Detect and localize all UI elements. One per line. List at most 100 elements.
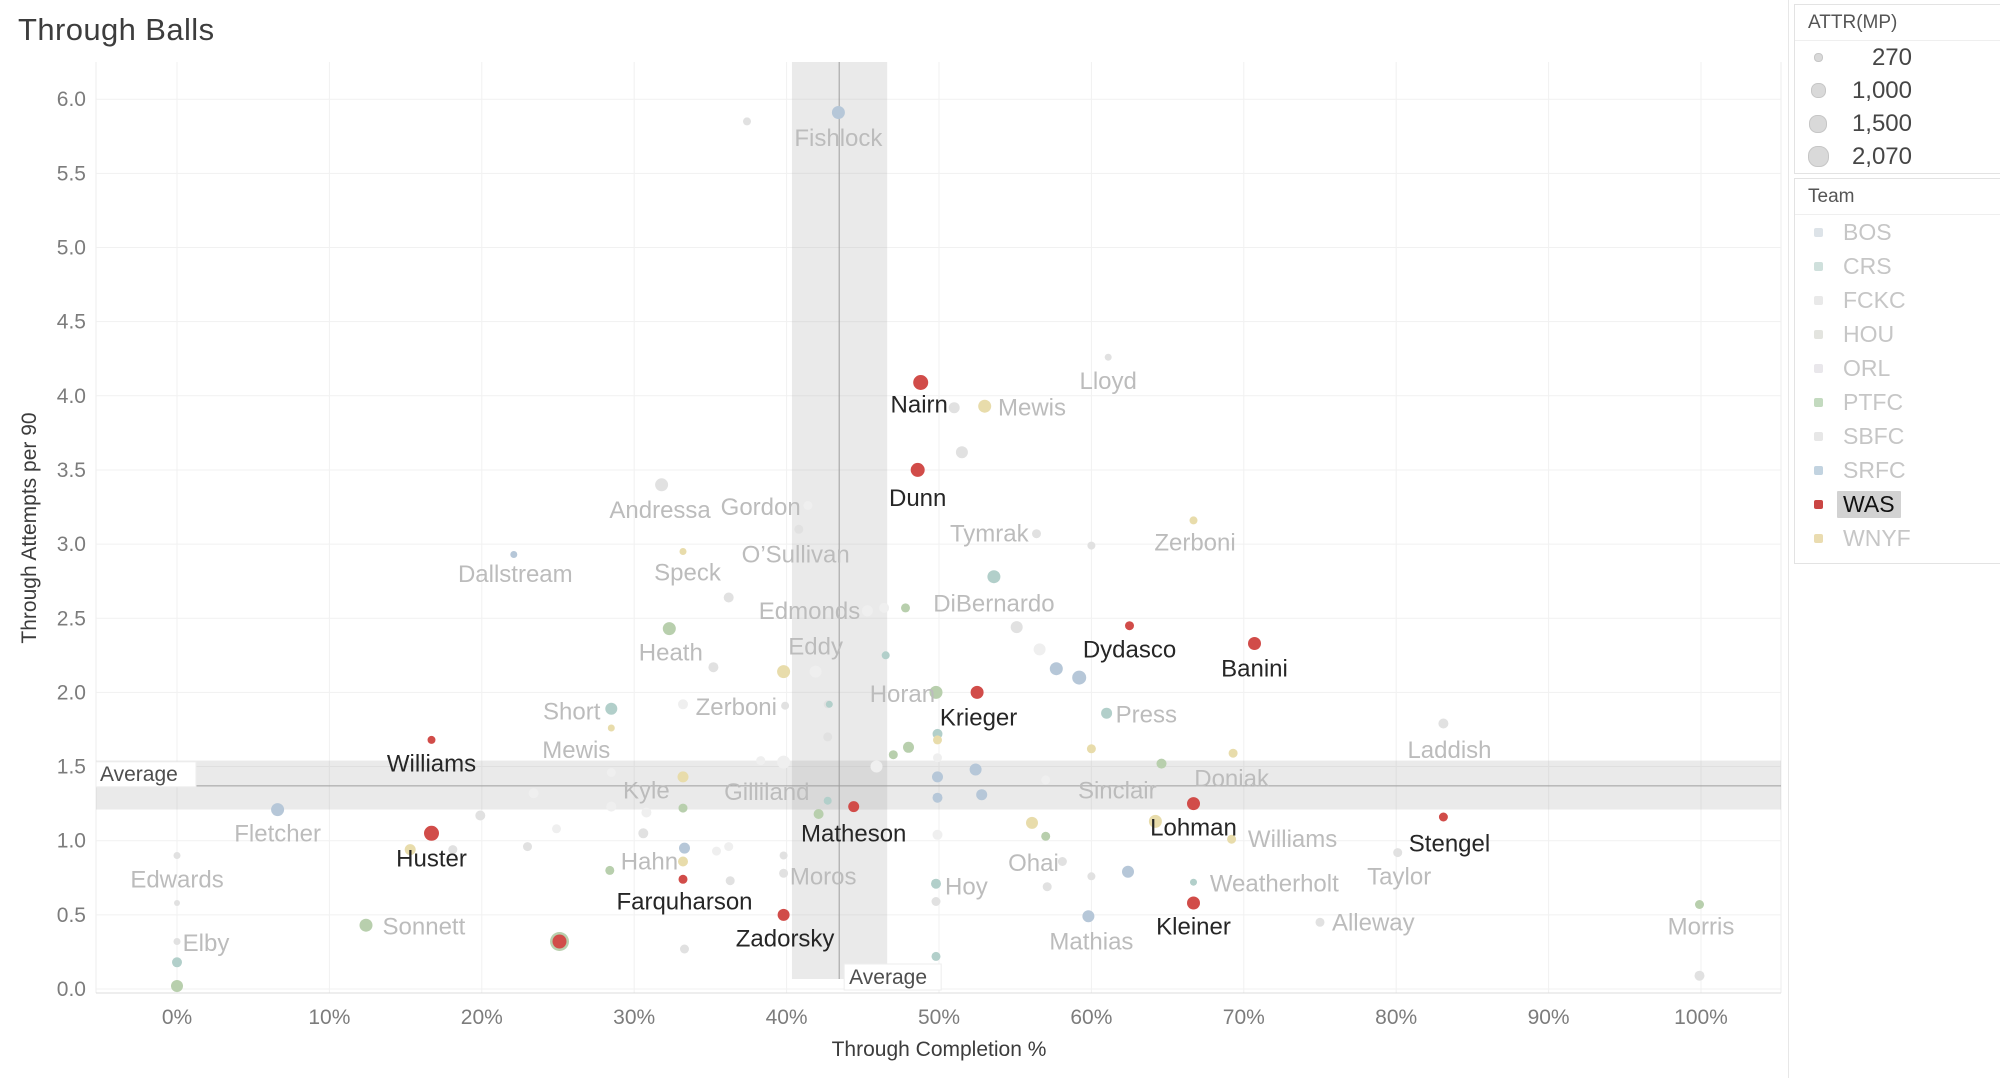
data-point[interactable] <box>723 592 734 603</box>
data-point[interactable] <box>756 756 766 766</box>
data-point[interactable] <box>913 375 929 390</box>
data-point[interactable] <box>777 908 790 921</box>
data-point[interactable] <box>823 732 833 742</box>
data-point[interactable] <box>888 750 898 760</box>
data-point[interactable] <box>969 763 982 776</box>
data-point[interactable] <box>803 501 813 510</box>
data-point[interactable] <box>932 771 943 783</box>
data-point[interactable] <box>1082 910 1095 923</box>
data-point[interactable] <box>976 789 988 801</box>
data-point[interactable] <box>607 724 615 732</box>
data-point[interactable] <box>606 768 616 777</box>
data-point[interactable] <box>779 851 788 860</box>
data-point[interactable] <box>605 702 618 715</box>
data-point[interactable] <box>605 865 615 875</box>
data-point[interactable] <box>1189 516 1198 525</box>
data-point[interactable] <box>404 844 416 856</box>
data-point[interactable] <box>1026 816 1038 829</box>
data-point[interactable] <box>475 810 486 821</box>
data-point[interactable] <box>552 934 567 949</box>
data-point[interactable] <box>173 852 181 859</box>
data-point[interactable] <box>1057 857 1067 866</box>
data-point[interactable] <box>662 622 676 636</box>
data-point[interactable] <box>173 938 181 945</box>
data-point[interactable] <box>955 446 968 459</box>
data-point[interactable] <box>861 605 873 617</box>
data-point[interactable] <box>712 846 721 856</box>
data-point[interactable] <box>1032 529 1041 539</box>
data-point[interactable] <box>725 876 735 886</box>
data-point[interactable] <box>903 741 914 753</box>
data-point[interactable] <box>271 803 285 817</box>
data-point[interactable] <box>970 685 984 699</box>
data-point[interactable] <box>933 735 942 745</box>
data-point[interactable] <box>777 665 791 679</box>
data-point[interactable] <box>427 735 436 744</box>
data-point[interactable] <box>932 792 943 803</box>
data-point[interactable] <box>910 462 925 477</box>
data-point[interactable] <box>1072 670 1087 685</box>
data-point[interactable] <box>1393 848 1403 858</box>
data-point[interactable] <box>678 803 688 813</box>
data-point[interactable] <box>1041 775 1051 785</box>
data-point[interactable] <box>1228 748 1238 758</box>
data-point[interactable] <box>794 524 804 534</box>
data-point[interactable] <box>1438 718 1449 729</box>
data-point[interactable] <box>823 796 832 805</box>
data-point[interactable] <box>978 399 992 413</box>
data-point[interactable] <box>931 951 941 961</box>
team-legend-item-srfc[interactable]: SRFC <box>1795 453 2000 487</box>
size-legend-item[interactable]: 2,070 <box>1795 140 2000 173</box>
data-point[interactable] <box>1041 831 1051 841</box>
data-point[interactable] <box>1049 662 1063 676</box>
data-point[interactable] <box>606 801 617 812</box>
data-point[interactable] <box>931 897 941 906</box>
data-point[interactable] <box>1148 814 1162 828</box>
data-point[interactable] <box>825 700 833 708</box>
data-point[interactable] <box>781 701 790 710</box>
data-point[interactable] <box>552 824 561 834</box>
data-point[interactable] <box>831 106 845 119</box>
data-point[interactable] <box>813 809 824 819</box>
data-point[interactable] <box>1694 970 1705 981</box>
data-point[interactable] <box>174 900 180 906</box>
data-point[interactable] <box>901 603 910 613</box>
team-legend-item-wnyf[interactable]: WNYF <box>1795 521 2000 555</box>
data-point[interactable] <box>359 918 373 932</box>
data-point[interactable] <box>680 944 689 954</box>
size-legend-item[interactable]: 270 <box>1795 41 2000 74</box>
size-legend-item[interactable]: 1,500 <box>1795 107 2000 140</box>
team-legend-item-fckc[interactable]: FCKC <box>1795 283 2000 317</box>
data-point[interactable] <box>655 478 669 492</box>
data-point[interactable] <box>678 874 688 884</box>
team-legend-item-hou[interactable]: HOU <box>1795 317 2000 351</box>
data-point[interactable] <box>1122 865 1134 878</box>
data-point[interactable] <box>424 825 439 841</box>
data-point[interactable] <box>1010 621 1023 634</box>
team-legend-item-sbfc[interactable]: SBFC <box>1795 419 2000 453</box>
data-point[interactable] <box>677 771 689 783</box>
data-point[interactable] <box>777 755 791 769</box>
data-point[interactable] <box>948 402 960 414</box>
data-point[interactable] <box>1086 744 1096 754</box>
data-point[interactable] <box>848 801 860 813</box>
data-point[interactable] <box>523 842 532 852</box>
data-point[interactable] <box>1033 643 1046 656</box>
data-point[interactable] <box>641 807 652 818</box>
data-point[interactable] <box>448 845 458 855</box>
team-legend-item-crs[interactable]: CRS <box>1795 249 2000 283</box>
data-point[interactable] <box>779 868 789 878</box>
data-point[interactable] <box>1248 637 1261 650</box>
data-point[interactable] <box>1187 896 1200 910</box>
data-point[interactable] <box>678 856 688 867</box>
data-point[interactable] <box>1087 541 1096 550</box>
size-legend-item[interactable]: 1,000 <box>1795 74 2000 107</box>
data-point[interactable] <box>933 753 942 763</box>
data-point[interactable] <box>1125 621 1134 631</box>
data-point[interactable] <box>679 548 687 555</box>
data-point[interactable] <box>1438 812 1448 822</box>
data-point[interactable] <box>724 842 734 852</box>
data-point[interactable] <box>528 788 539 799</box>
data-point[interactable] <box>929 685 943 699</box>
data-point[interactable] <box>1042 882 1052 892</box>
